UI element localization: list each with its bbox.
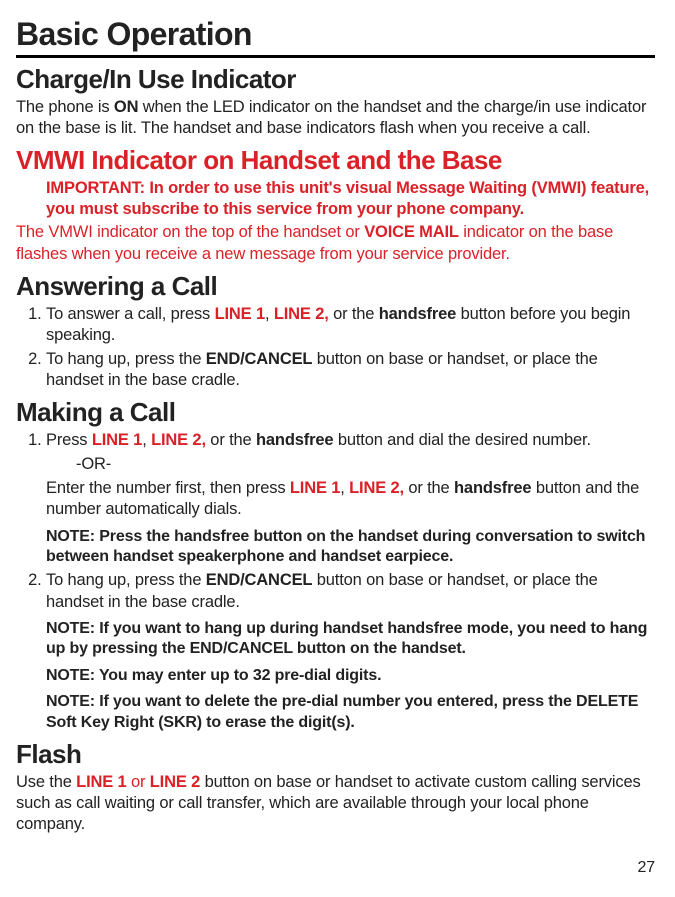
answer-2-before: To hang up, press the (46, 350, 206, 368)
section-flash-heading: Flash (16, 739, 655, 770)
making-line1: LINE 1 (92, 431, 142, 449)
flash-line2: LINE 2 (150, 773, 200, 791)
making-note4: NOTE: If you want to delete the pre-dial… (46, 692, 655, 733)
section-charge-heading: Charge/In Use Indicator (16, 64, 655, 95)
making-note2: NOTE: If you want to hang up during hand… (46, 619, 655, 660)
section-answer-heading: Answering a Call (16, 271, 655, 302)
section-making-heading: Making a Call (16, 397, 655, 428)
answer-item-2: To hang up, press the END/CANCEL button … (46, 349, 655, 391)
flash-text: Use the LINE 1 or LINE 2 button on base … (16, 772, 655, 835)
vmwi-important: IMPORTANT: In order to use this unit's v… (46, 178, 655, 220)
answer-1-mid: or the (329, 305, 379, 323)
making-endcancel: END/CANCEL (206, 571, 313, 589)
answer-1-before: To answer a call, press (46, 305, 215, 323)
vmwi-text: The VMWI indicator on the top of the han… (16, 222, 655, 264)
page-title: Basic Operation (16, 16, 655, 58)
making-list: Press LINE 1, LINE 2, or the handsfree b… (16, 430, 655, 733)
making-enter-comma: , (340, 479, 349, 497)
flash-or: or (127, 773, 150, 791)
flash-line1: LINE 1 (76, 773, 126, 791)
page-number: 27 (16, 859, 655, 877)
vmwi-text-before: The VMWI indicator on the top of the han… (16, 223, 364, 241)
making-2-before: To hang up, press the (46, 571, 206, 589)
answer-line1: LINE 1 (215, 305, 265, 323)
answer-item-1: To answer a call, press LINE 1, LINE 2, … (46, 304, 655, 346)
making-enter-handsfree: handsfree (454, 479, 531, 497)
charge-text-before: The phone is (16, 98, 114, 116)
answer-comma: , (265, 305, 274, 323)
section-vmwi-heading: VMWI Indicator on Handset and the Base (16, 145, 655, 176)
making-enter-before: Enter the number first, then press (46, 479, 290, 497)
making-enter-line1: LINE 1 (290, 479, 340, 497)
making-note1: NOTE: Press the handsfree button on the … (46, 527, 655, 568)
making-item-2: To hang up, press the END/CANCEL button … (46, 570, 655, 733)
making-enter-line2: LINE 2, (349, 479, 404, 497)
charge-text: The phone is ON when the LED indicator o… (16, 97, 655, 139)
making-enter-mid: or the (404, 479, 454, 497)
making-item-1: Press LINE 1, LINE 2, or the handsfree b… (46, 430, 655, 567)
making-1-after: button and dial the desired number. (333, 431, 591, 449)
making-1-before: Press (46, 431, 92, 449)
making-1-mid: or the (206, 431, 256, 449)
flash-before: Use the (16, 773, 76, 791)
making-enter: Enter the number first, then press LINE … (46, 478, 655, 520)
making-line2: LINE 2, (151, 431, 206, 449)
making-or: -OR- (76, 454, 655, 475)
vmwi-voicemail: VOICE MAIL (364, 223, 459, 241)
making-comma: , (142, 431, 151, 449)
answer-list: To answer a call, press LINE 1, LINE 2, … (16, 304, 655, 391)
charge-on: ON (114, 98, 138, 116)
answer-handsfree: handsfree (379, 305, 456, 323)
making-note3: NOTE: You may enter up to 32 pre-dial di… (46, 666, 655, 686)
answer-line2: LINE 2, (274, 305, 329, 323)
answer-endcancel: END/CANCEL (206, 350, 313, 368)
making-handsfree: handsfree (256, 431, 333, 449)
